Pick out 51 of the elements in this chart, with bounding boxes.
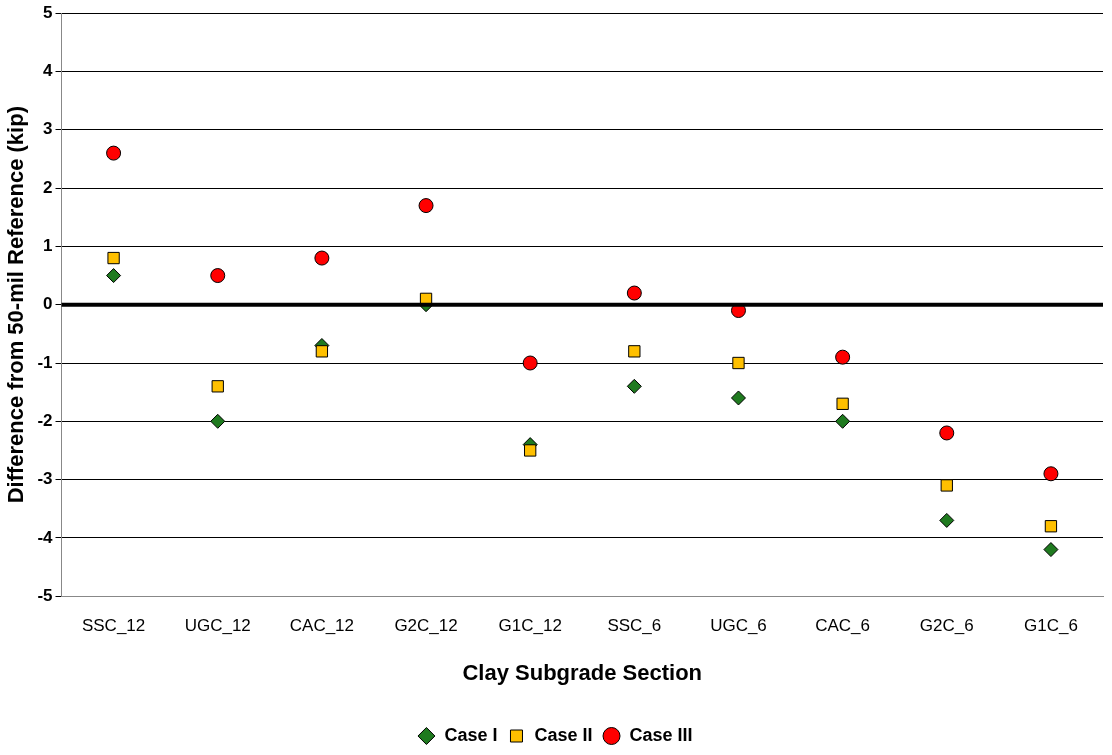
point — [626, 378, 642, 394]
x-tick-label: CAC_6 — [815, 616, 871, 636]
point — [732, 356, 745, 370]
x-tick-label: UGC_6 — [710, 616, 767, 636]
point — [314, 250, 330, 266]
y-tick-label: 2 — [43, 177, 53, 197]
point — [522, 355, 538, 371]
x-tick-label: G2C_6 — [919, 616, 974, 636]
y-tick-label: 5 — [43, 2, 53, 22]
y-tick-label: -1 — [37, 352, 53, 372]
point — [628, 345, 641, 358]
point — [835, 413, 851, 429]
point — [1043, 542, 1059, 558]
x-tick-label: G1C_12 — [498, 616, 562, 636]
point — [210, 268, 226, 284]
x-tick-label: G2C_12 — [394, 616, 458, 636]
y-tick-label: 1 — [43, 236, 53, 256]
point — [835, 349, 851, 365]
point — [626, 285, 642, 301]
legend-label: Case II — [534, 724, 593, 745]
point — [730, 390, 746, 406]
point — [836, 397, 849, 410]
x-tick-label: SSC_6 — [607, 616, 662, 636]
point — [210, 413, 226, 429]
x-tick-label: CAC_12 — [289, 616, 355, 636]
x-tick-label: SSC_12 — [81, 616, 146, 636]
point — [315, 345, 329, 358]
point — [940, 479, 953, 492]
legend-label: Case III — [629, 724, 693, 745]
x-axis-title: Clay Subgrade Section — [462, 659, 703, 685]
point — [1043, 466, 1059, 482]
x-tick-label: G1C_6 — [1023, 616, 1078, 636]
point — [418, 198, 434, 214]
y-axis-title: Difference from 50-mil Reference (kip) — [3, 106, 29, 504]
point — [106, 145, 122, 161]
point — [106, 268, 122, 284]
y-tick-label: 3 — [43, 119, 53, 139]
point — [939, 512, 955, 528]
point — [1044, 520, 1058, 533]
y-tick-label: -5 — [37, 585, 53, 605]
legend-label: Case I — [444, 724, 498, 745]
x-tick-label: UGC_12 — [184, 616, 251, 636]
point — [107, 251, 120, 265]
point — [524, 444, 537, 457]
y-tick-label: 0 — [43, 294, 53, 314]
y-tick-label: -2 — [37, 410, 53, 430]
y-tick-label: -3 — [37, 469, 53, 489]
point — [211, 380, 224, 393]
y-tick-label: 4 — [43, 61, 54, 81]
point — [939, 425, 955, 441]
y-tick-label: -4 — [37, 527, 54, 547]
